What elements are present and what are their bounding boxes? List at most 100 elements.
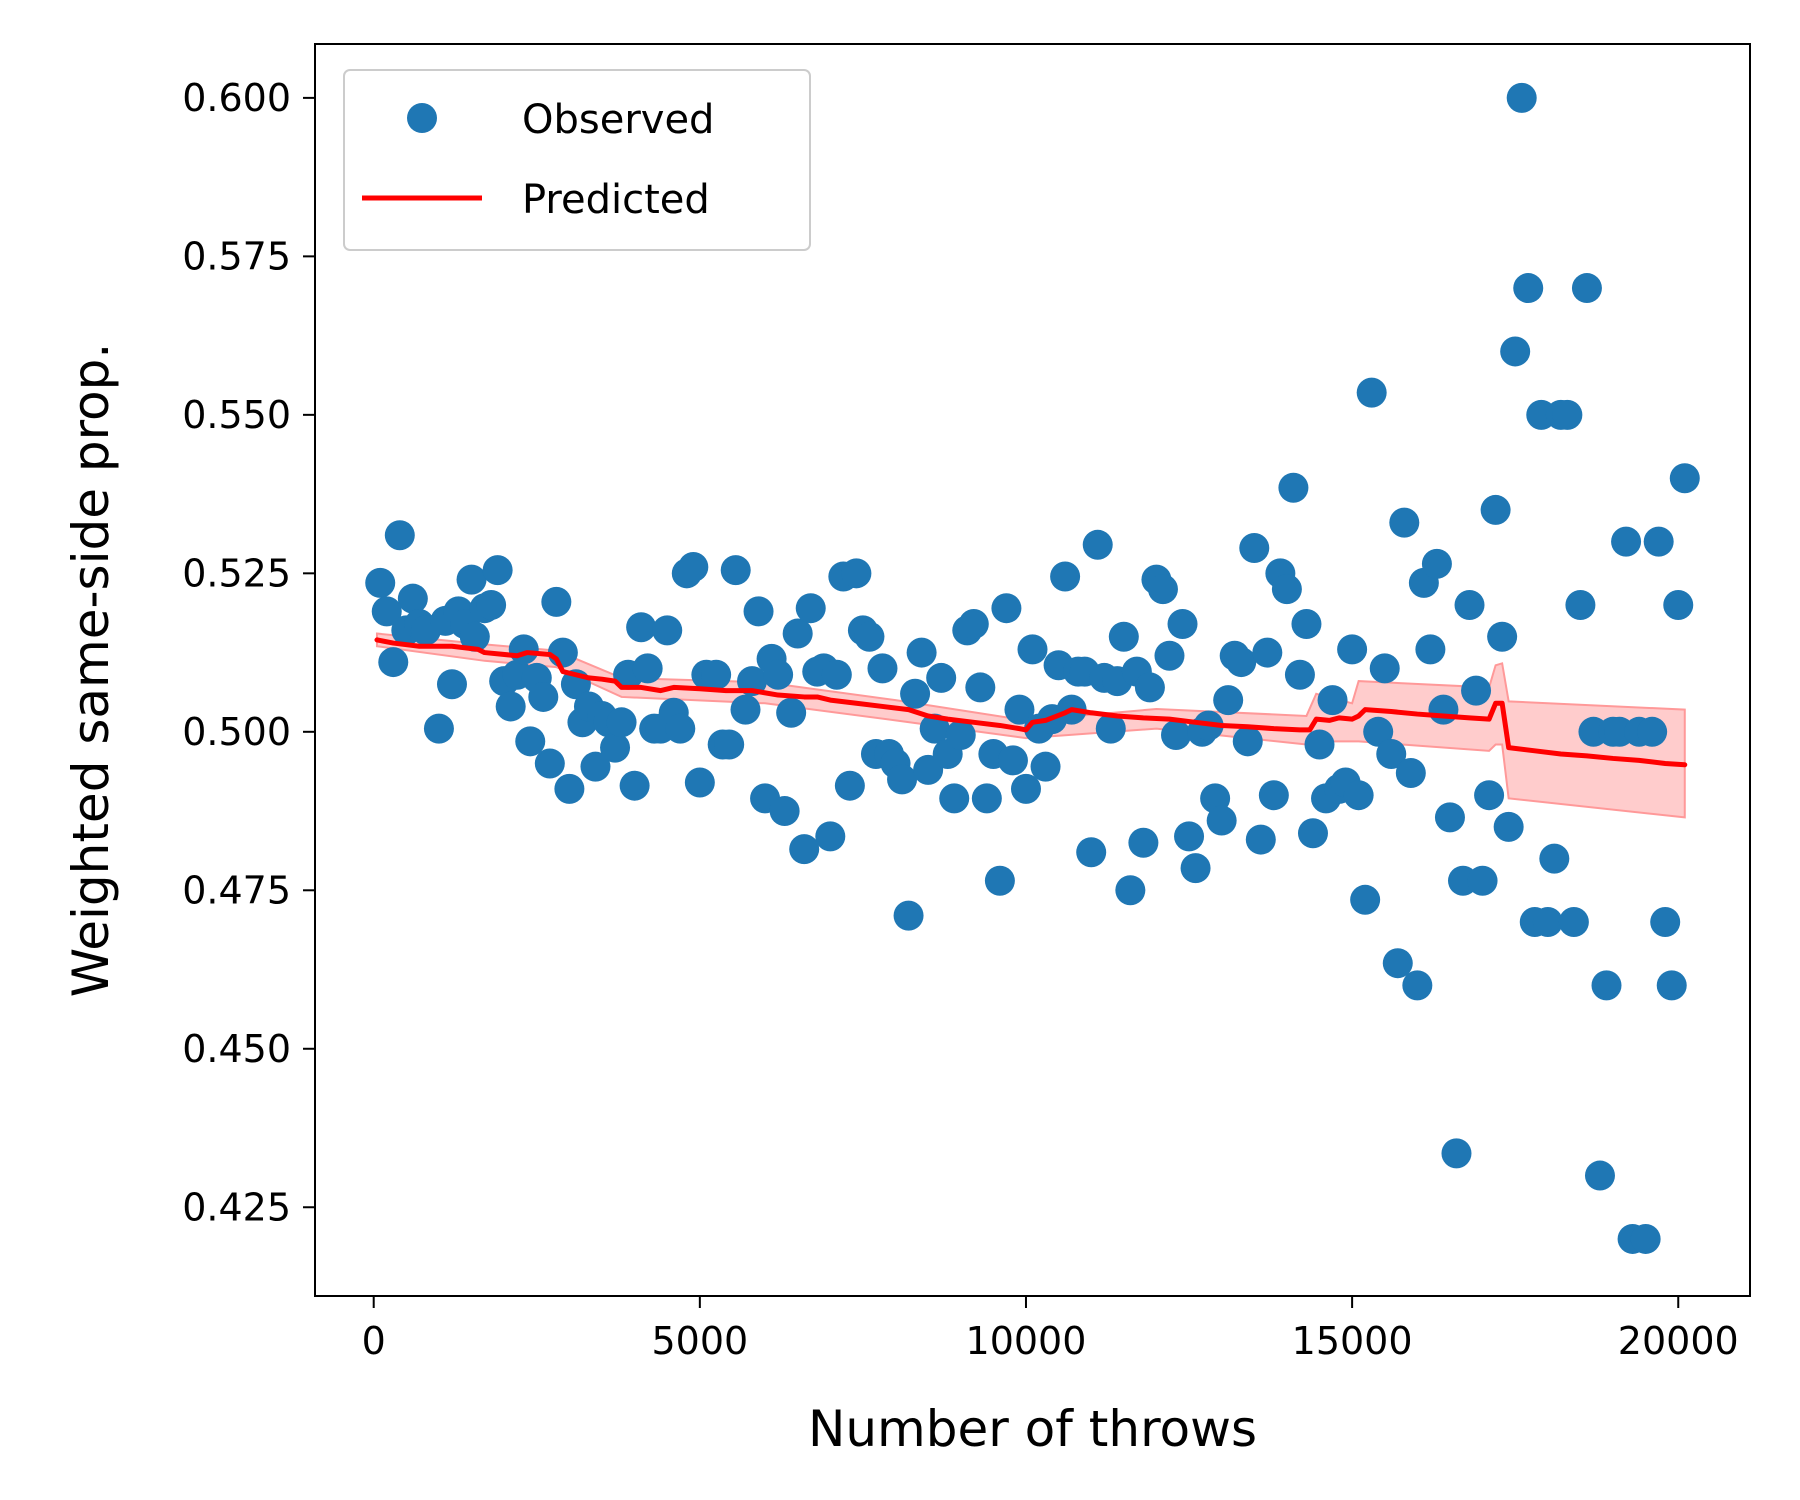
observed-point-150 <box>1356 377 1387 408</box>
legend-observed-label: Observed <box>522 97 714 143</box>
observed-point-186 <box>1591 970 1622 1001</box>
observed-point-157 <box>1402 970 1433 1001</box>
observed-point-140 <box>1291 609 1322 640</box>
y-tick-label: 0.575 <box>182 234 291 278</box>
observed-point-180 <box>1552 399 1583 430</box>
observed-point-10 <box>436 669 467 700</box>
observed-point-189 <box>1611 526 1642 557</box>
observed-point-93 <box>984 865 1015 896</box>
observed-point-194 <box>1643 526 1674 557</box>
observed-point-3 <box>384 520 415 551</box>
observed-point-26 <box>541 586 572 617</box>
observed-point-90 <box>965 672 996 703</box>
x-axis-ticks: 0 5000 10000 15000 20000 <box>362 1296 1739 1363</box>
observed-point-0 <box>365 567 396 598</box>
observed-point-62 <box>782 618 813 649</box>
observed-point-142 <box>1304 729 1335 760</box>
observed-point-8 <box>423 713 454 744</box>
observed-point-163 <box>1441 1138 1472 1169</box>
x-tick-label: 20000 <box>1618 1319 1739 1363</box>
observed-point-35 <box>600 732 631 763</box>
observed-point-60 <box>769 796 800 827</box>
observed-point-127 <box>1206 805 1237 836</box>
observed-point-171 <box>1493 811 1524 842</box>
observed-point-53 <box>720 555 751 586</box>
observed-point-61 <box>776 697 807 728</box>
observed-point-173 <box>1506 82 1537 113</box>
observed-point-149 <box>1350 884 1381 915</box>
legend-predicted-label: Predicted <box>522 177 710 223</box>
observed-point-159 <box>1415 634 1446 665</box>
observed-point-130 <box>1226 647 1257 678</box>
x-tick-label: 10000 <box>966 1319 1087 1363</box>
observed-point-22 <box>515 726 546 757</box>
predicted-line <box>374 637 1688 768</box>
observed-point-75 <box>867 653 898 684</box>
observed-point-97 <box>1010 773 1041 804</box>
observed-point-178 <box>1539 843 1570 874</box>
observed-point-128 <box>1213 685 1244 716</box>
observed-point-147 <box>1337 634 1368 665</box>
observed-point-43 <box>652 615 683 646</box>
observed-point-39 <box>626 612 657 643</box>
observed-point-108 <box>1082 529 1113 560</box>
observed-point-81 <box>906 637 937 668</box>
y-axis-label: Weighted same-side prop. <box>62 343 120 998</box>
observed-point-135 <box>1258 780 1289 811</box>
observed-point-192 <box>1630 1223 1661 1254</box>
observed-point-2 <box>378 647 409 678</box>
observed-point-19 <box>495 691 526 722</box>
observed-point-13 <box>456 564 487 595</box>
observed-point-45 <box>665 713 696 744</box>
observed-point-195 <box>1650 906 1681 937</box>
observed-point-16 <box>476 590 507 621</box>
observed-point-112 <box>1108 621 1139 652</box>
observed-point-64 <box>795 593 826 624</box>
observed-point-40 <box>632 653 663 684</box>
observed-point-168 <box>1474 780 1505 811</box>
observed-point-132 <box>1239 532 1270 563</box>
observed-point-86 <box>939 783 970 814</box>
observed-point-54 <box>730 694 761 725</box>
observed-point-80 <box>900 678 931 709</box>
observed-point-24 <box>528 681 559 712</box>
observed-point-151 <box>1363 716 1394 747</box>
observed-point-87 <box>945 719 976 750</box>
observed-point-196 <box>1656 970 1687 1001</box>
observed-point-170 <box>1487 621 1518 652</box>
observed-point-166 <box>1461 675 1492 706</box>
observed-point-38 <box>619 770 650 801</box>
y-tick-label: 0.450 <box>182 1027 291 1071</box>
observed-point-113 <box>1115 875 1146 906</box>
observed-point-152 <box>1369 653 1400 684</box>
observed-point-172 <box>1500 336 1531 367</box>
observed-point-47 <box>678 551 709 582</box>
observed-point-5 <box>397 583 428 614</box>
observed-point-122 <box>1174 821 1205 852</box>
observed-point-79 <box>893 900 924 931</box>
observed-point-137 <box>1271 574 1302 605</box>
observed-point-27 <box>547 637 578 668</box>
observed-point-138 <box>1278 472 1309 503</box>
y-tick-label: 0.475 <box>182 868 291 912</box>
observed-point-198 <box>1669 463 1700 494</box>
observed-point-71 <box>841 558 872 589</box>
observed-point-89 <box>958 609 989 640</box>
observed-point-183 <box>1571 273 1602 304</box>
observed-point-154 <box>1382 948 1413 979</box>
observed-point-116 <box>1134 672 1165 703</box>
observed-point-156 <box>1395 758 1426 789</box>
legend-box <box>343 69 811 251</box>
observed-point-123 <box>1180 853 1211 884</box>
observed-point-174 <box>1513 273 1544 304</box>
observed-point-63 <box>789 834 820 865</box>
observed-point-115 <box>1128 827 1159 858</box>
observed-point-52 <box>714 729 745 760</box>
observed-point-107 <box>1076 837 1107 868</box>
observed-point-139 <box>1284 659 1315 690</box>
observed-point-167 <box>1467 865 1498 896</box>
legend-observed-marker <box>407 103 437 133</box>
observed-point-95 <box>997 745 1028 776</box>
observed-point-185 <box>1584 1160 1615 1191</box>
